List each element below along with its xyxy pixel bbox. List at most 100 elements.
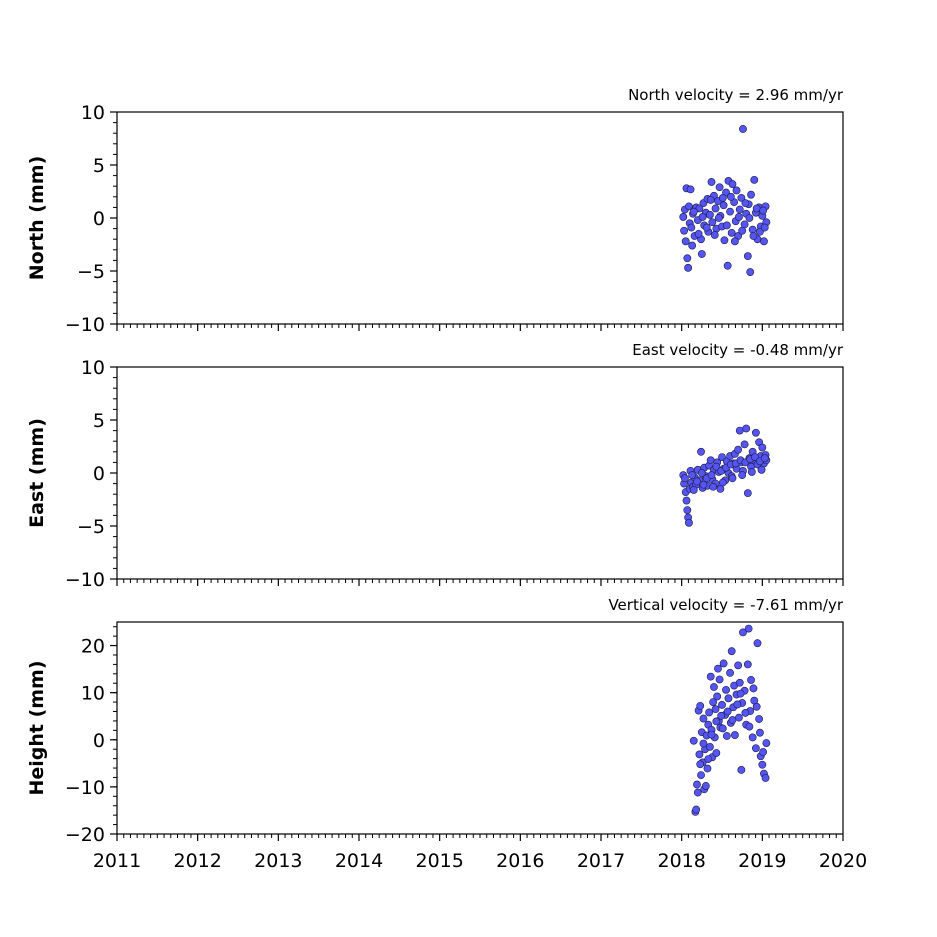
east-panel: East velocity = -0.48 mm/yr East (mm) −1… (26, 341, 844, 591)
east-data-point (742, 424, 751, 433)
east-data-point (734, 445, 743, 454)
height-data-point (737, 766, 746, 774)
east-data-point (697, 469, 706, 477)
north-data-point (687, 223, 696, 232)
north-data-point (720, 236, 729, 245)
east-data-point (743, 489, 752, 498)
east-y-tick-label: 0 (93, 463, 105, 485)
north-data-point (737, 193, 746, 202)
height-x-tick-label: 2015 (415, 850, 463, 872)
north-data-point (743, 252, 752, 261)
height-data-point (701, 782, 710, 790)
east-data-point (760, 454, 769, 463)
east-data-point (680, 474, 689, 483)
east-y-tick-label: 10 (81, 357, 105, 379)
east-y-tick-label: −10 (65, 569, 105, 591)
height-data-point (752, 702, 761, 711)
height-axes: 2011 2012 2013 2014 2015 2016 2017 2018 2019 2020… (65, 626, 867, 872)
north-points (679, 125, 771, 276)
east-data-point (747, 468, 756, 476)
height-data-point (745, 722, 754, 731)
height-data-point (713, 692, 722, 701)
north-data-point (735, 205, 744, 214)
east-axes: −10 −5 0 5 10 (65, 357, 844, 591)
east-velocity-title: East velocity = -0.48 mm/yr (632, 341, 844, 359)
height-data-point (717, 711, 726, 720)
height-y-axis-label: Height (mm) (26, 660, 48, 795)
north-data-point (686, 185, 695, 194)
north-data-point (723, 261, 732, 270)
height-data-point (727, 647, 736, 656)
height-data-point (731, 731, 739, 739)
east-data-point (682, 496, 691, 505)
north-data-point (741, 199, 750, 208)
height-data-point (707, 730, 716, 739)
height-data-point (744, 624, 753, 633)
north-data-point (706, 196, 715, 204)
north-data-point (747, 190, 755, 199)
height-data-point (728, 716, 737, 724)
height-data-point (704, 755, 713, 763)
height-data-point (718, 701, 726, 709)
north-data-point (697, 250, 706, 258)
north-data-point (745, 214, 754, 222)
east-y-axis-label: East (mm) (26, 418, 48, 528)
east-data-point (693, 477, 701, 486)
height-data-point (689, 736, 698, 745)
east-points (679, 424, 771, 527)
height-data-point (735, 678, 744, 687)
east-data-point (728, 474, 737, 483)
east-data-point (751, 428, 760, 437)
height-data-point (762, 739, 771, 747)
height-data-point (706, 672, 715, 681)
east-data-point (758, 443, 767, 452)
north-data-point (735, 213, 743, 221)
height-data-point (748, 733, 757, 742)
east-data-point (709, 482, 718, 491)
north-data-point (702, 223, 711, 232)
east-data-point (740, 440, 749, 449)
east-data-point (738, 471, 747, 480)
height-data-point (705, 708, 713, 717)
east-data-point (735, 426, 744, 435)
height-data-point (758, 760, 767, 769)
north-data-point (683, 254, 692, 263)
height-data-point (703, 764, 712, 773)
height-x-tick-label: 2018 (657, 850, 705, 872)
height-data-point (722, 732, 731, 740)
north-y-tick-label: −10 (65, 314, 105, 336)
height-data-point (709, 698, 718, 706)
vertical-velocity-title: Vertical velocity = -7.61 mm/yr (608, 596, 843, 614)
north-axes-frame (116, 111, 844, 325)
height-data-point (718, 724, 727, 733)
east-y-tick-label: 5 (93, 410, 105, 432)
north-data-point (752, 204, 761, 213)
height-x-tick-label: 2012 (173, 850, 221, 872)
north-data-point (738, 226, 747, 235)
east-data-point (699, 480, 708, 489)
north-data-point (739, 125, 747, 133)
north-panel: North velocity = 2.96 mm/yr North (mm) −… (26, 86, 844, 336)
north-data-point (749, 232, 758, 240)
height-y-tick-label: −20 (65, 824, 105, 846)
height-data-point (759, 748, 768, 756)
height-data-point (743, 660, 752, 669)
east-data-point (707, 471, 716, 480)
height-x-tick-label: 2016 (496, 850, 544, 872)
north-y-tick-label: 5 (93, 155, 105, 177)
north-data-point (726, 207, 734, 216)
north-data-point (688, 241, 697, 250)
height-y-tick-label: 10 (81, 683, 105, 705)
height-panel: Vertical velocity = -7.61 mm/yr Height (… (26, 596, 867, 872)
height-data-point (741, 709, 750, 717)
east-y-tick-label: −5 (77, 516, 105, 538)
north-data-point (715, 183, 724, 192)
height-data-point (751, 744, 760, 753)
north-data-point (711, 204, 720, 213)
north-data-point (708, 218, 717, 227)
height-data-point (756, 728, 764, 737)
north-data-point (718, 193, 727, 202)
height-data-point (735, 713, 743, 722)
east-data-point (757, 465, 766, 474)
